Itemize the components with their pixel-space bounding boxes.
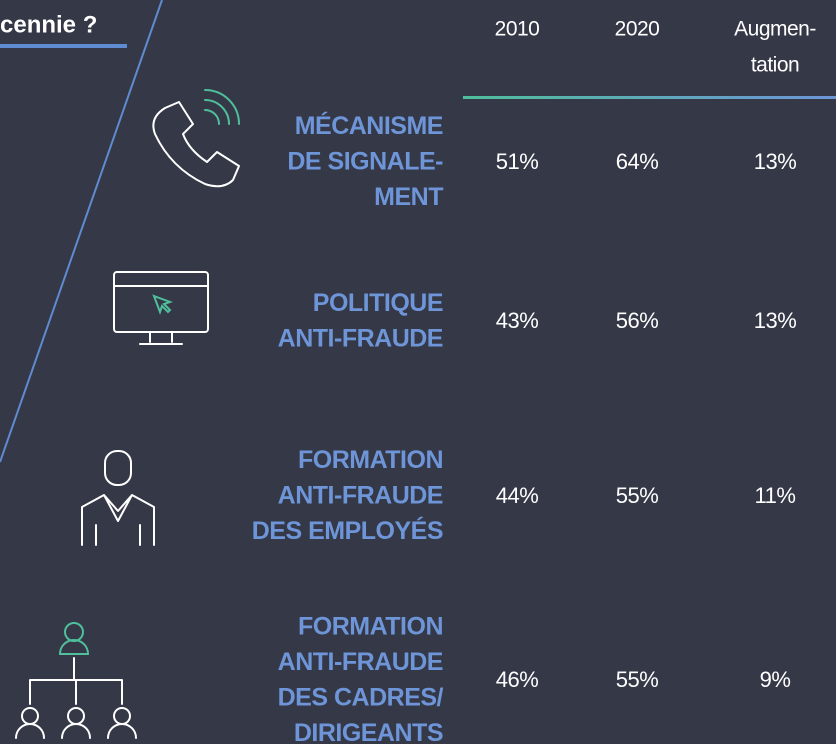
- column-header: 2010: [495, 18, 540, 41]
- row-label: MENT: [374, 183, 443, 211]
- cell-value: 64%: [616, 149, 659, 174]
- header-rule: [463, 96, 836, 99]
- cell-value: 56%: [616, 308, 659, 333]
- row-label: ANTI-FRAUDE: [278, 648, 443, 676]
- cell-value: 44%: [496, 483, 539, 508]
- phone-icon: [152, 89, 240, 188]
- row-label: ANTI-FRAUDE: [278, 324, 443, 352]
- cell-value: 55%: [616, 483, 659, 508]
- person-icon: [81, 450, 155, 546]
- cell-value: 13%: [754, 308, 797, 333]
- cell-value: 13%: [754, 149, 797, 174]
- column-header: Augmen-: [734, 18, 816, 41]
- monitor-icon: [113, 271, 209, 345]
- row-label: POLITIQUE: [313, 289, 443, 317]
- cell-value: 9%: [760, 667, 791, 692]
- row-label: MÉCANISME: [295, 111, 443, 140]
- cell-value: 51%: [496, 149, 539, 174]
- org-chart-icon: [15, 622, 137, 739]
- row-label: DE SIGNALE-: [287, 148, 443, 176]
- cell-value: 55%: [616, 667, 659, 692]
- column-header: tation: [751, 54, 799, 77]
- row-label: FORMATION: [298, 446, 443, 474]
- row-label: ANTI-FRAUDE: [278, 482, 443, 510]
- cell-value: 11%: [755, 483, 796, 508]
- row-label: DES EMPLOYÉS: [252, 516, 443, 545]
- row-label: DES CADRES/: [278, 683, 444, 711]
- title: cennie ?: [0, 11, 97, 38]
- title-underline: [0, 44, 127, 48]
- diagonal-line: [0, 0, 163, 463]
- row-label: DIRIGEANTS: [294, 719, 443, 744]
- cell-value: 43%: [496, 308, 539, 333]
- cell-value: 46%: [496, 667, 539, 692]
- column-header: 2020: [615, 18, 660, 41]
- row-label: FORMATION: [298, 612, 443, 640]
